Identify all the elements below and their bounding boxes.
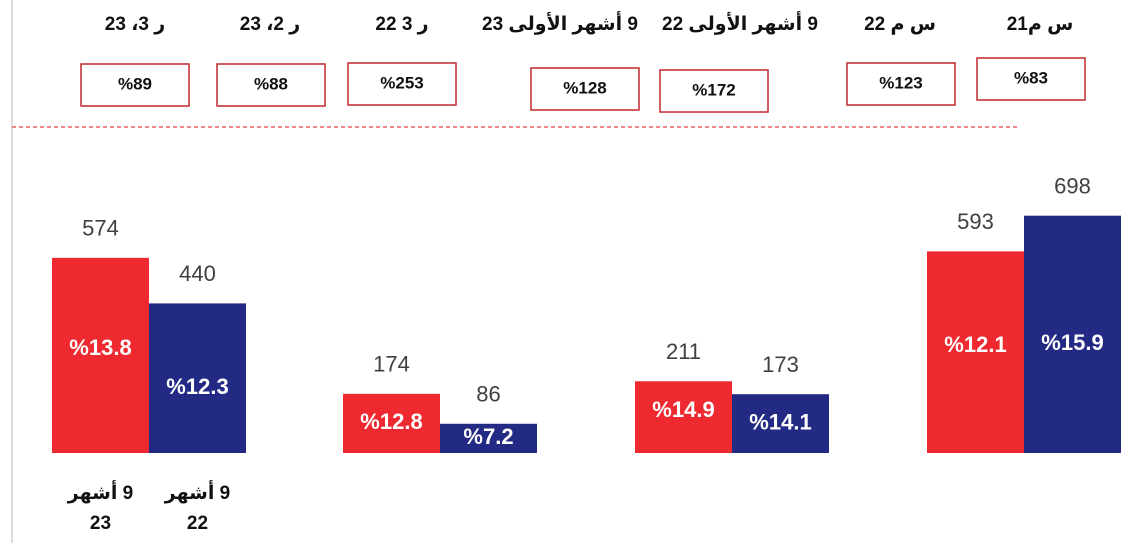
bar-inner-label: %14.1 [749, 409, 811, 434]
value-label: 86 [476, 382, 500, 407]
bar-inner-label: %7.2 [463, 424, 513, 449]
header-box-label: %88 [254, 74, 288, 93]
bar [732, 394, 829, 453]
value-label: 211 [666, 339, 701, 364]
bar-inner-label: %12.3 [166, 374, 228, 399]
bar [343, 393, 440, 453]
header-box-label: %83 [1014, 68, 1048, 87]
header-label: س م 22 [864, 14, 936, 35]
bar [52, 257, 149, 453]
value-label: 440 [179, 261, 216, 286]
value-label: 574 [82, 216, 119, 241]
value-label: 593 [957, 209, 994, 234]
bar [927, 251, 1024, 453]
header-label: ر 3 22 [375, 14, 428, 35]
bar [440, 423, 537, 453]
header-box [659, 69, 769, 113]
bar-inner-label: %14.9 [652, 397, 714, 422]
header-label: 9 أشهر الأولى 22 [662, 11, 818, 35]
category-label-line: 9 أشهر [67, 480, 133, 504]
header-box-label: %89 [118, 74, 152, 93]
bar [149, 303, 246, 453]
header-label: س م21 [1007, 14, 1074, 35]
category-label-line: 9 أشهر [164, 480, 230, 504]
bar-inner-label: %15.9 [1041, 330, 1103, 355]
header-box [80, 63, 190, 107]
bar-inner-label: %12.8 [360, 409, 422, 434]
value-label: 173 [762, 352, 799, 377]
header-box [216, 63, 326, 107]
header-box-label: %128 [563, 78, 606, 97]
bar-inner-label: %12.1 [944, 332, 1006, 357]
category-label-line: 22 [187, 513, 208, 534]
header-label: 9 أشهر الأولى 23 [482, 11, 638, 35]
value-label: 174 [373, 352, 410, 377]
category-label: 9 أشهر 22 [164, 480, 230, 534]
header-box-label: %253 [380, 73, 423, 92]
category-label-line: 23 [90, 513, 111, 534]
header-box-label: %123 [879, 73, 922, 92]
value-label: 698 [1054, 173, 1091, 198]
header-box [347, 62, 457, 106]
header-box [976, 57, 1086, 101]
bar [635, 381, 732, 453]
bar-inner-label: %13.8 [69, 335, 131, 360]
header-box [846, 62, 956, 106]
header-label: ر 2، 23 [240, 14, 300, 35]
header-box-label: %172 [692, 80, 735, 99]
category-label: 9 أشهر 23 [67, 480, 133, 534]
header-box [530, 67, 640, 111]
header-label: ر 3، 23 [105, 14, 165, 35]
bar [1024, 215, 1121, 453]
